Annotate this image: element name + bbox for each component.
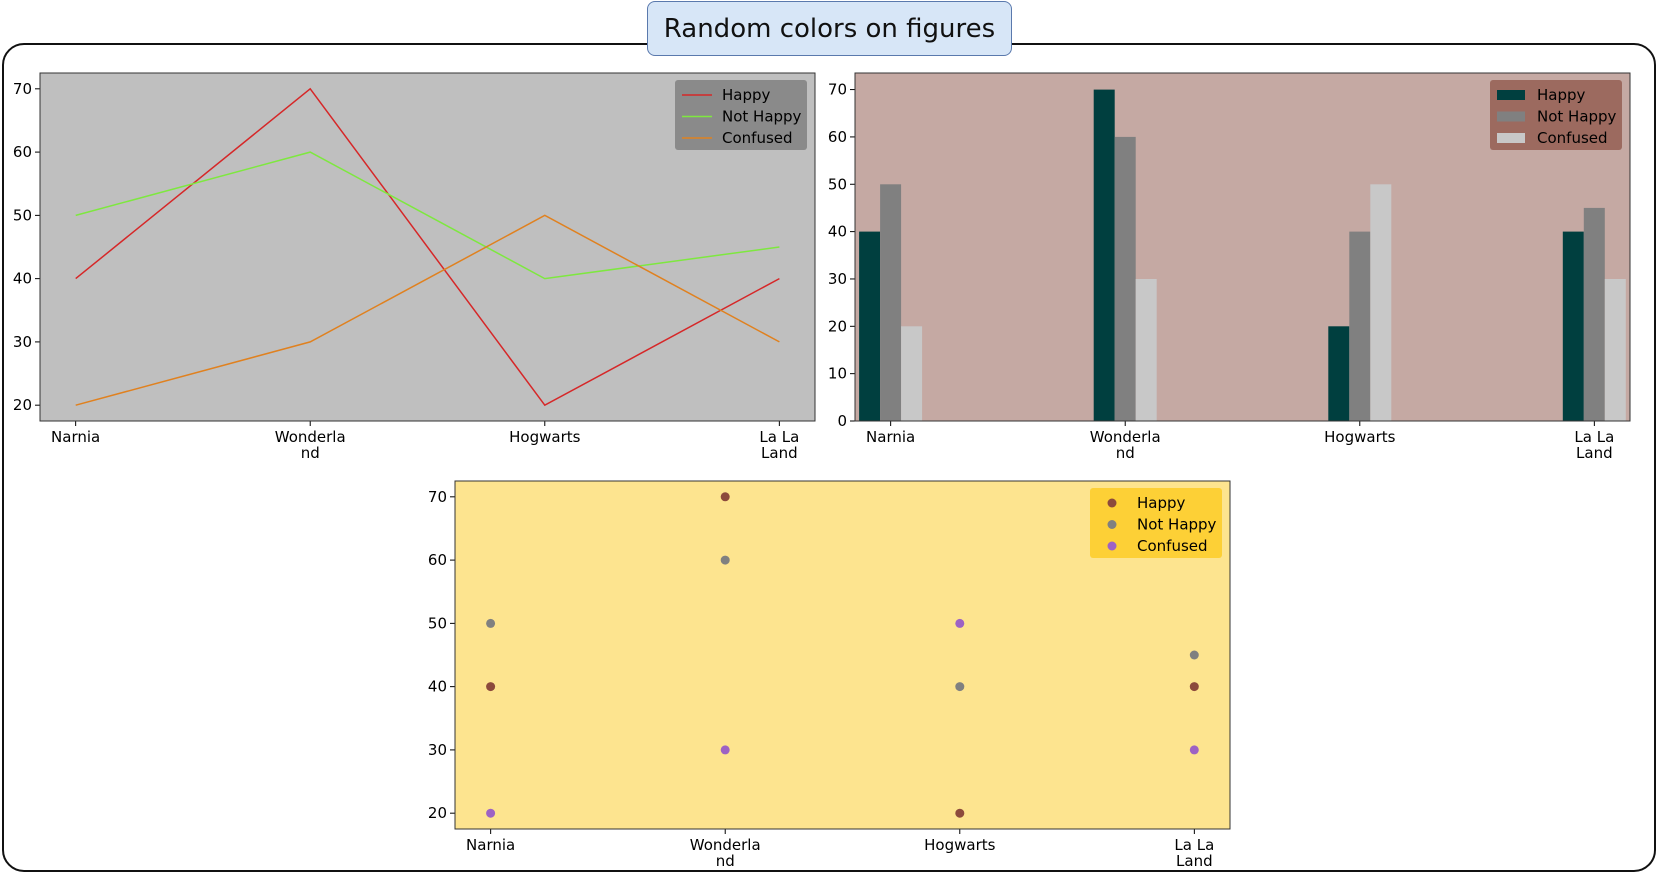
x-tick-label: Wonderla nd <box>1090 428 1161 462</box>
point-confused <box>955 618 965 628</box>
point-happy <box>1189 682 1199 692</box>
x-tick-label: Wonderla nd <box>275 428 346 462</box>
point-happy <box>955 808 965 818</box>
y-tick-label: 0 <box>837 412 847 430</box>
bar-confused <box>1370 184 1392 421</box>
legend-swatch <box>1497 111 1525 122</box>
axes-frame <box>39 72 816 422</box>
bar-happy <box>1562 231 1584 421</box>
point-not-happy <box>486 618 496 628</box>
x-tick-label: La La Land <box>759 428 799 462</box>
x-tick-label: Narnia <box>866 428 915 446</box>
legend-swatch <box>1107 498 1117 508</box>
x-tick-label: Hogwarts <box>924 836 995 854</box>
y-tick-label: 70 <box>428 488 447 506</box>
legend: Happy Not Happy Confused <box>1490 80 1622 150</box>
bar-not-happy <box>1349 231 1371 421</box>
y-tick-label: 30 <box>428 741 447 759</box>
x-tick-label: Narnia <box>51 428 100 446</box>
chart-scatter: 20 30 40 50 60 70 Narnia Wonderla nd Hogwarts La L… <box>428 480 1231 870</box>
y-tick-label: 30 <box>13 333 32 351</box>
chart-bar: 0 10 20 30 40 50 60 70 Narnia Wonderla nd Hogwarts L… <box>828 72 1631 462</box>
legend-box <box>1090 488 1222 558</box>
legend-swatch <box>1497 90 1525 100</box>
legend-label: Not Happy <box>722 108 802 126</box>
bar-confused <box>901 326 923 421</box>
point-confused <box>720 745 730 755</box>
y-tick-label: 20 <box>828 317 847 335</box>
point-confused <box>486 808 496 818</box>
series-line-confused <box>75 214 780 406</box>
y-tick-label: 50 <box>828 175 847 193</box>
y-tick-label: 50 <box>428 614 447 632</box>
y-tick-label: 70 <box>828 81 847 99</box>
x-tick-label: La La Land <box>1174 836 1214 870</box>
y-tick-label: 70 <box>13 80 32 98</box>
legend-swatch <box>1497 133 1525 143</box>
y-tick-label: 60 <box>13 143 32 161</box>
axes-frame <box>854 72 1631 422</box>
point-not-happy <box>720 555 730 565</box>
bar-confused <box>1604 279 1626 421</box>
legend-label: Confused <box>1137 537 1208 555</box>
x-tick-label: La La Land <box>1574 428 1614 462</box>
axes-frame <box>454 480 1231 830</box>
y-tick-label: 40 <box>13 270 32 288</box>
bar-not-happy <box>1583 207 1605 421</box>
figure-title: Random colors on figures <box>647 1 1012 56</box>
bar-not-happy <box>1114 136 1136 421</box>
point-not-happy <box>955 682 965 692</box>
point-not-happy <box>1189 650 1199 660</box>
legend-label: Confused <box>722 129 793 147</box>
bar-confused <box>1135 279 1157 421</box>
bar-happy <box>859 231 881 421</box>
chart-line: 20 30 40 50 60 70 Narnia Wonderla nd Hogwarts La L… <box>13 72 816 462</box>
legend-label: Not Happy <box>1537 108 1617 126</box>
legend-box <box>675 80 807 150</box>
y-tick-label: 20 <box>13 396 32 414</box>
point-confused <box>1189 745 1199 755</box>
y-tick-label: 10 <box>828 365 847 383</box>
y-tick-label: 40 <box>828 223 847 241</box>
y-tick-label: 40 <box>428 678 447 696</box>
x-tick-label: Hogwarts <box>509 428 580 446</box>
x-tick-label: Hogwarts <box>1324 428 1395 446</box>
y-tick-label: 60 <box>828 128 847 146</box>
point-happy <box>720 492 730 502</box>
series-line-not-happy <box>75 151 780 280</box>
y-tick-label: 60 <box>428 551 447 569</box>
legend-label: Confused <box>1537 129 1608 147</box>
y-tick-label: 30 <box>828 270 847 288</box>
y-tick-label: 50 <box>13 206 32 224</box>
x-tick-label: Wonderla nd <box>690 836 761 870</box>
legend: Happy Not Happy Confused <box>1090 488 1222 558</box>
point-happy <box>486 682 496 692</box>
y-tick-label: 20 <box>428 804 447 822</box>
legend-swatch <box>1107 520 1117 529</box>
legend-swatch <box>1107 541 1117 551</box>
bar-happy <box>1328 326 1350 421</box>
bar-not-happy <box>880 184 902 421</box>
bar-happy <box>1093 89 1115 421</box>
legend-label: Not Happy <box>1137 516 1217 534</box>
x-tick-label: Narnia <box>466 836 515 854</box>
legend-label: Happy <box>722 86 771 104</box>
legend-label: Happy <box>1137 494 1186 512</box>
legend-label: Happy <box>1537 86 1586 104</box>
legend: Happy Not Happy Confused <box>675 80 807 150</box>
